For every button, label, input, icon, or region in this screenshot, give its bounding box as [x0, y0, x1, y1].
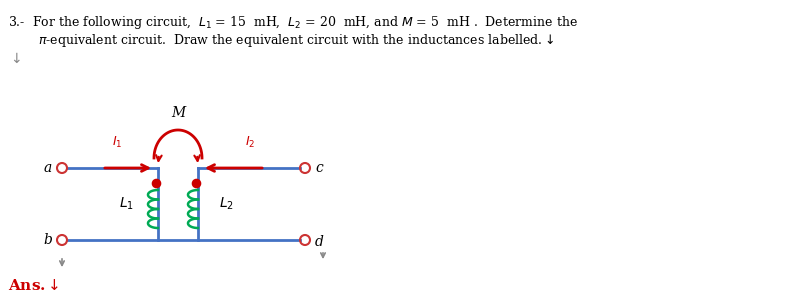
- Text: M: M: [171, 106, 185, 120]
- Text: $\downarrow$: $\downarrow$: [8, 52, 21, 66]
- Text: $I_1$: $I_1$: [112, 135, 122, 150]
- Text: $L_1$: $L_1$: [118, 196, 133, 212]
- Text: $L_2$: $L_2$: [218, 196, 233, 212]
- Point: [190, 180, 203, 185]
- Text: c: c: [315, 161, 323, 175]
- Text: a: a: [44, 161, 52, 175]
- Text: 3.-  For the following circuit,  $L_1$ = 15  mH,  $L_2$ = 20  mH, and $M$ = 5  m: 3.- For the following circuit, $L_1$ = 1…: [8, 14, 578, 31]
- Point: [150, 180, 162, 185]
- Text: $I_2$: $I_2$: [245, 135, 255, 150]
- Text: d: d: [314, 235, 323, 249]
- Text: $\pi$-equivalent circuit.  Draw the equivalent circuit with the inductances labe: $\pi$-equivalent circuit. Draw the equiv…: [38, 32, 554, 49]
- Text: Ans.$\downarrow$: Ans.$\downarrow$: [8, 278, 60, 293]
- Text: b: b: [43, 233, 53, 247]
